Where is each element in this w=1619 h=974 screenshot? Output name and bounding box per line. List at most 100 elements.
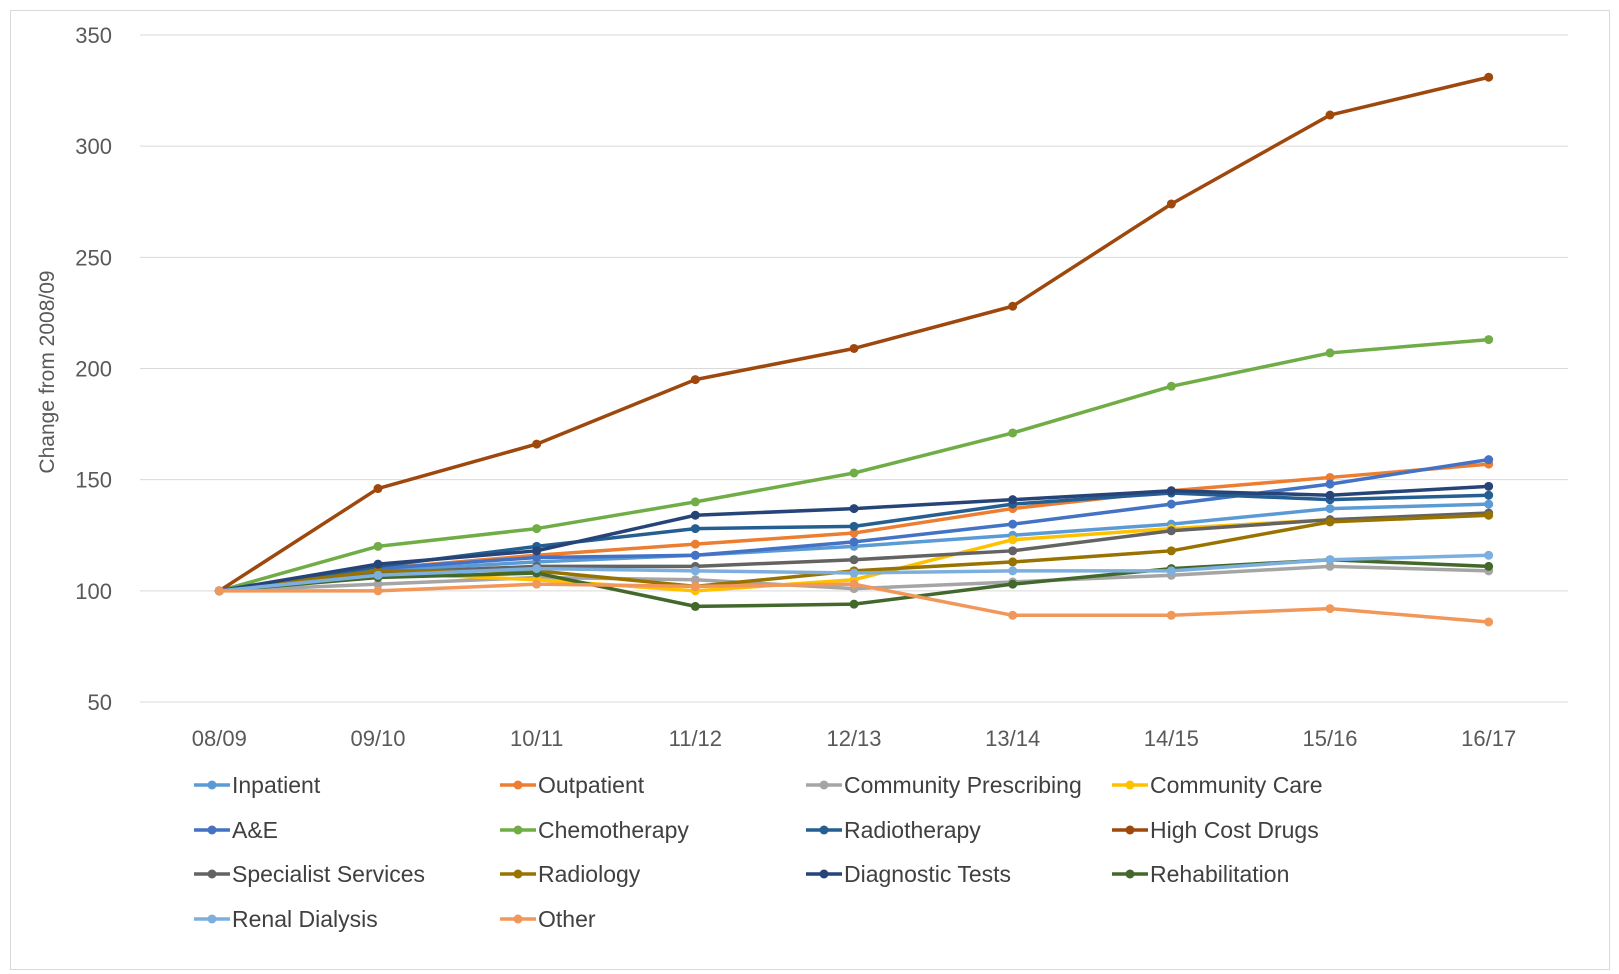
legend-label: Community Prescribing: [844, 772, 1082, 798]
x-tick-label: 08/09: [192, 726, 247, 751]
data-point: [690, 497, 700, 507]
data-point: [1008, 546, 1018, 556]
data-point: [1484, 561, 1494, 571]
data-point: [849, 343, 859, 353]
legend-label: High Cost Drugs: [1150, 817, 1319, 843]
data-point: [1166, 526, 1176, 536]
x-tick-label: 14/15: [1144, 726, 1199, 751]
data-point: [532, 524, 542, 534]
data-point: [1325, 604, 1335, 614]
data-point: [1166, 486, 1176, 496]
data-point: [532, 579, 542, 589]
legend-item: Diagnostic Tests: [806, 861, 1011, 887]
legend-label: Radiotherapy: [844, 817, 981, 843]
data-point: [1325, 517, 1335, 527]
legend-swatch-marker: [819, 825, 829, 835]
data-point: [1325, 490, 1335, 500]
data-point: [849, 528, 859, 538]
legend-item: Renal Dialysis: [194, 906, 378, 932]
legend-item: High Cost Drugs: [1112, 817, 1319, 843]
data-point: [373, 484, 383, 494]
data-point: [1325, 555, 1335, 565]
data-point: [373, 570, 383, 580]
data-point: [849, 468, 859, 478]
data-point: [532, 564, 542, 574]
data-point: [1325, 504, 1335, 514]
series-line: [217, 337, 1491, 593]
legend-item: Community Prescribing: [806, 772, 1082, 798]
legend-swatch-marker: [207, 780, 217, 790]
data-point: [690, 601, 700, 611]
y-tick-label: 250: [75, 245, 112, 270]
legend-label: Chemotherapy: [538, 817, 689, 843]
data-point: [1484, 617, 1494, 627]
data-point: [690, 550, 700, 560]
data-point: [690, 375, 700, 385]
legend-item: Rehabilitation: [1112, 861, 1289, 887]
legend-label: A&E: [232, 817, 278, 843]
legend-swatch-marker: [819, 869, 829, 879]
data-point: [532, 439, 542, 449]
data-point: [1008, 495, 1018, 505]
data-point: [373, 586, 383, 596]
legend-item: Chemotherapy: [500, 817, 689, 843]
x-tick-label: 12/13: [826, 726, 881, 751]
legend-swatch-marker: [1125, 869, 1135, 879]
legend-label: Other: [538, 906, 596, 932]
data-point: [1484, 72, 1494, 82]
y-tick-label: 50: [88, 690, 112, 715]
data-point: [1008, 566, 1018, 576]
x-tick-label: 09/10: [350, 726, 405, 751]
legend-label: Renal Dialysis: [232, 906, 378, 932]
data-point: [1008, 579, 1018, 589]
legend-label: Diagnostic Tests: [844, 861, 1011, 887]
data-point: [1484, 510, 1494, 520]
data-point: [1008, 535, 1018, 545]
legend-item: Radiology: [500, 861, 641, 887]
data-point: [690, 581, 700, 591]
series-line: [217, 75, 1491, 593]
data-point: [1008, 428, 1018, 438]
series-high-cost-drugs: [214, 72, 1494, 596]
data-point: [1325, 110, 1335, 120]
data-point: [1484, 455, 1494, 465]
data-point: [1008, 557, 1018, 567]
legend-label: Rehabilitation: [1150, 861, 1289, 887]
x-tick-label: 10/11: [510, 726, 563, 751]
data-point: [1166, 199, 1176, 209]
series-diagnostic-tests: [214, 481, 1494, 596]
y-axis-ticks: 50 100 150 200 250 300 350: [75, 23, 112, 715]
data-point: [1484, 499, 1494, 509]
legend: Inpatient Outpatient Community Prescribing…: [194, 772, 1323, 932]
legend-item: Community Care: [1112, 772, 1323, 798]
data-point: [690, 575, 700, 585]
legend-label: Specialist Services: [232, 861, 425, 887]
data-point: [1166, 499, 1176, 509]
data-point: [690, 539, 700, 549]
legend-swatch-marker: [513, 869, 523, 879]
legend-swatch-marker: [819, 780, 829, 790]
data-point: [849, 579, 859, 589]
data-point: [1325, 472, 1335, 482]
data-point: [1484, 481, 1494, 491]
data-point: [1008, 519, 1018, 529]
data-point: [849, 568, 859, 578]
legend-swatch-marker: [513, 825, 523, 835]
data-point: [373, 579, 383, 589]
series-other: [214, 579, 1494, 627]
series-chemotherapy: [214, 335, 1494, 596]
data-point: [849, 521, 859, 531]
data-point: [1166, 566, 1176, 576]
legend-label: Inpatient: [232, 772, 321, 798]
y-axis-label: Change from 2008/09: [36, 270, 59, 473]
data-point: [373, 559, 383, 569]
data-point: [849, 599, 859, 609]
data-point: [690, 510, 700, 520]
data-point: [1484, 550, 1494, 560]
chart-frame: [10, 10, 1610, 970]
data-point: [214, 586, 224, 596]
data-point: [1166, 381, 1176, 391]
y-tick-label: 350: [75, 23, 112, 48]
data-point: [1325, 348, 1335, 358]
